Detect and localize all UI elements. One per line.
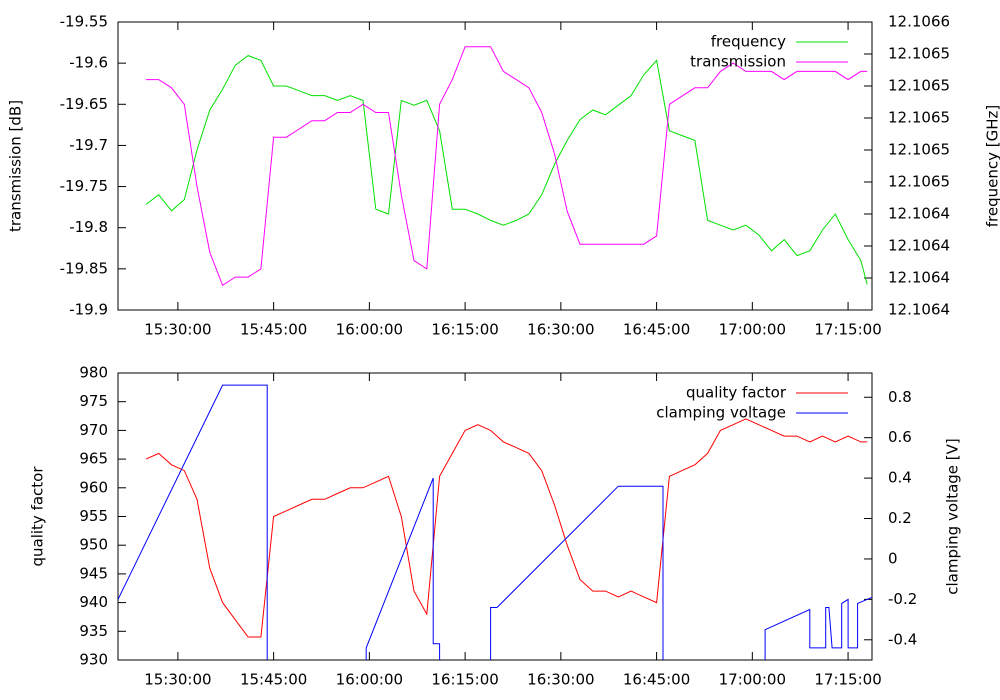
y2-tick-label: 12.1066: [888, 13, 950, 31]
y-tick-label: 950: [79, 536, 108, 554]
y-tick-label: 940: [79, 593, 108, 611]
y2-tick-label: 12.1065: [888, 45, 950, 63]
x-tick-label: 17:00:00: [719, 321, 786, 339]
plot-frame: [117, 21, 873, 311]
x-tick-label: 15:45:00: [240, 321, 307, 339]
series-line: [146, 46, 868, 287]
y2-tick-label: 12.1064: [888, 301, 950, 319]
x-tick-label: 16:00:00: [336, 321, 403, 339]
plot-frame: [117, 372, 873, 661]
x-tick-label: 15:30:00: [144, 321, 211, 339]
legend-label: frequency: [711, 33, 786, 51]
legend-label: clamping voltage: [656, 404, 786, 422]
x-tick-label: 16:15:00: [431, 321, 498, 339]
y-tick-label: 965: [79, 450, 108, 468]
y-tick-label: 970: [79, 421, 108, 439]
y-tick-label: -19.8: [69, 218, 108, 236]
x-tick-label: 16:45:00: [623, 671, 690, 689]
y2-tick-label: 12.1064: [888, 269, 950, 287]
y-tick-label: -19.6: [69, 54, 108, 72]
y-tick-label: 955: [79, 507, 108, 525]
legend-label: transmission: [690, 53, 786, 71]
x-tick-label: 17:00:00: [719, 671, 786, 689]
y-tick-label: -19.7: [69, 136, 108, 154]
x-tick-label: 16:00:00: [336, 671, 403, 689]
y2-tick-label: 12.1064: [888, 237, 950, 255]
y-tick-label: 930: [79, 651, 108, 669]
y2-tick-label: 12.1065: [888, 77, 950, 95]
x-tick-label: 17:15:00: [814, 671, 881, 689]
y2-tick-label: -0.2: [888, 590, 917, 608]
y-axis-label: transmission [dB]: [7, 100, 25, 232]
y-tick-label: -19.85: [60, 259, 108, 277]
y2-tick-label: 12.1065: [888, 141, 950, 159]
x-tick-label: 15:45:00: [240, 671, 307, 689]
x-tick-label: 16:15:00: [431, 671, 498, 689]
y-tick-label: 945: [79, 564, 108, 582]
y-tick-label: 980: [79, 364, 108, 382]
y-tick-label: 960: [79, 478, 108, 496]
y2-tick-label: 0: [888, 549, 898, 567]
x-tick-label: 15:30:00: [144, 671, 211, 689]
y-tick-label: -19.65: [60, 95, 108, 113]
y-tick-label: 975: [79, 392, 108, 410]
x-tick-label: 17:15:00: [814, 321, 881, 339]
y-tick-label: -19.55: [60, 13, 108, 31]
y-axis-label: quality factor: [29, 466, 47, 567]
y2-axis-label: frequency [GHz]: [984, 105, 1000, 227]
y-tick-label: -19.75: [60, 177, 108, 195]
subplot: -19.55 -19.6 -19.65 -19.7 -19.75 -19.8 -19.85 -…: [7, 13, 1000, 339]
series-line: [145, 418, 868, 638]
y2-tick-label: 12.1065: [888, 173, 950, 191]
y2-axis-label: clamping voltage [V]: [944, 438, 962, 594]
series-line: [145, 55, 868, 285]
y2-tick-label: 12.1065: [888, 109, 950, 127]
y2-tick-label: 0.2: [888, 509, 912, 527]
y2-tick-label: 0.6: [888, 428, 912, 446]
y2-tick-label: 0.4: [888, 469, 912, 487]
x-tick-label: 16:45:00: [623, 321, 690, 339]
x-tick-label: 16:30:00: [527, 671, 594, 689]
series-line: [118, 384, 872, 660]
y2-tick-label: 12.1064: [888, 205, 950, 223]
x-tick-label: 16:30:00: [527, 321, 594, 339]
y2-tick-label: -0.4: [888, 630, 917, 648]
y2-tick-label: 0.8: [888, 388, 912, 406]
subplot: 930 935 940 945 950 955 960 965 970 975 980 -0.4 -0.…: [29, 364, 962, 689]
y-tick-label: 935: [79, 622, 108, 640]
legend-label: quality factor: [686, 384, 787, 402]
y-tick-label: -19.9: [69, 301, 108, 319]
